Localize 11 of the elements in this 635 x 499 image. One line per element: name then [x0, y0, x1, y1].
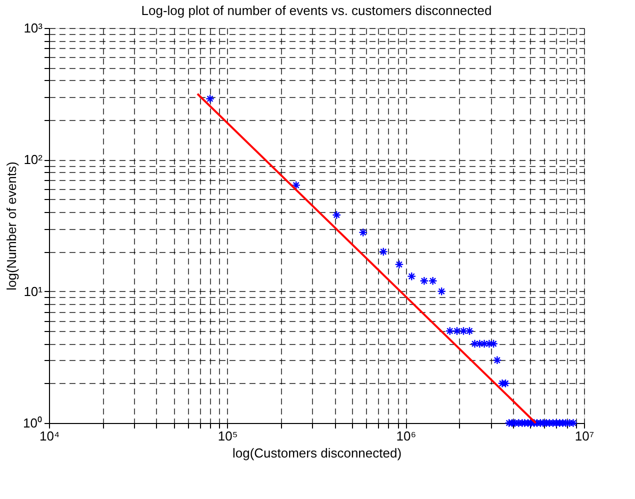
x-tick-label: 10⁷	[574, 428, 594, 444]
chart-title: Log-log plot of number of events vs. customers disconnected	[141, 3, 492, 18]
y-tick-label: 10¹	[24, 284, 44, 299]
x-tick-label: 10⁴	[39, 428, 60, 444]
x-tick-label: 10⁵	[218, 428, 238, 444]
y-tick-label: 10⁰	[23, 416, 42, 430]
y-tick-label: 10³	[24, 20, 44, 36]
y-tick-label: 10²	[24, 152, 44, 168]
y-axis-title: log(Number of events)	[4, 162, 20, 290]
x-tick-label: 10⁶	[396, 428, 416, 444]
x-axis-title: log(Customers disconnected)	[232, 446, 402, 460]
